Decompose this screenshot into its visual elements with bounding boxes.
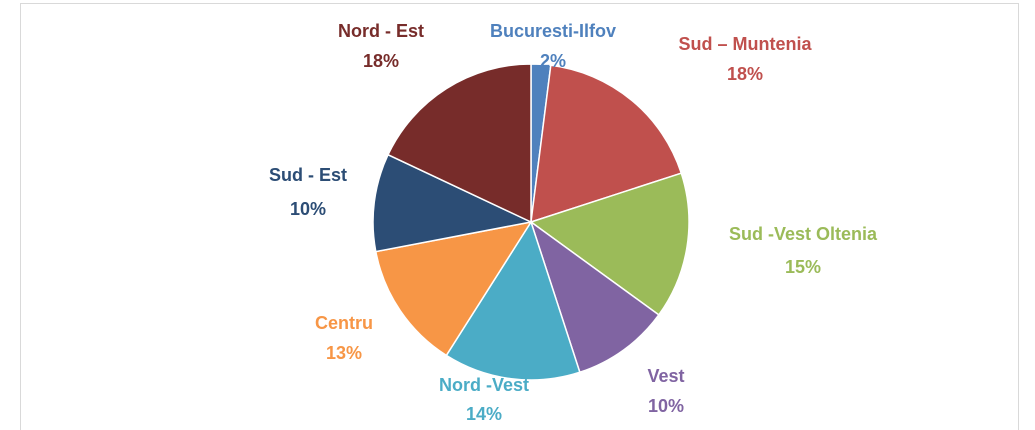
slice-value-label: 13% [326,343,362,363]
pie-slice [387,63,532,224]
slice-value-label: 10% [648,396,684,416]
slice-label: Sud -Vest Oltenia [729,224,878,244]
pie-slice [529,220,660,374]
labels: Bucuresti-Ilfov 2% Sud – Muntenia 18% Sud -V… [269,21,878,424]
slice-label: Vest [647,366,684,386]
slice-value-label: 18% [363,51,399,71]
pie-slice [530,64,683,224]
slice-value-label: 10% [290,199,326,219]
slice-label: Sud - Est [269,165,347,185]
slice-value-label: 18% [727,64,763,84]
pie-slice [372,153,534,253]
slice-label: Bucuresti-Ilfov [490,21,616,41]
slice-label: Nord -Vest [439,375,529,395]
pie [372,63,690,381]
pie-slice [529,172,690,316]
slice-label: Centru [315,313,373,333]
slice-label: Sud – Muntenia [678,34,812,54]
slice-value-label: 14% [466,404,502,424]
pie-slice [374,220,533,357]
slice-label: Nord - Est [338,21,424,41]
slice-value-label: 2% [540,51,566,71]
slice-value-label: 15% [785,257,821,277]
pie-slice [445,220,581,381]
